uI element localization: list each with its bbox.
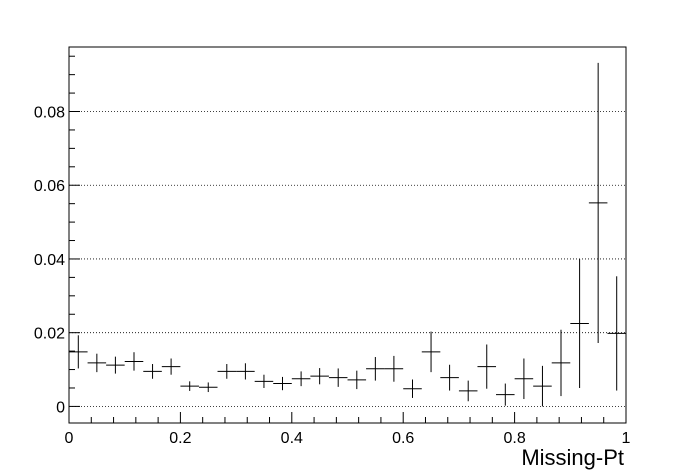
tick-labels: 0 0.02 0.04 0.06 0.08 0 0.2 0.4 0.6 0.8 1 bbox=[34, 105, 631, 447]
data-point-19 bbox=[421, 331, 441, 373]
data-point-18 bbox=[403, 379, 422, 398]
y-tick-label-1: 0.02 bbox=[34, 326, 65, 343]
data-points bbox=[69, 62, 626, 407]
data-point-6 bbox=[180, 381, 199, 391]
data-point-22 bbox=[477, 344, 497, 389]
y-tick-label-4: 0.08 bbox=[34, 105, 65, 122]
y-tick-label-2: 0.04 bbox=[34, 252, 65, 269]
data-point-28 bbox=[588, 62, 608, 344]
data-point-1 bbox=[87, 353, 107, 373]
data-point-20 bbox=[440, 364, 459, 391]
data-point-24 bbox=[514, 358, 534, 400]
x-tick-label-4: 0.8 bbox=[503, 430, 525, 447]
data-point-7 bbox=[198, 382, 218, 393]
data-point-4 bbox=[143, 364, 162, 379]
y-tick-label-0: 0 bbox=[56, 399, 65, 416]
data-point-23 bbox=[496, 383, 515, 406]
axis-ticks bbox=[68, 55, 627, 423]
data-point-15 bbox=[347, 370, 367, 390]
data-point-10 bbox=[254, 374, 274, 388]
data-point-25 bbox=[533, 365, 552, 407]
y-tick-label-3: 0.06 bbox=[34, 178, 65, 195]
data-point-29 bbox=[607, 276, 626, 391]
data-point-2 bbox=[106, 356, 125, 374]
data-point-9 bbox=[236, 363, 255, 380]
plot-frame bbox=[68, 46, 627, 424]
data-point-27 bbox=[570, 258, 589, 388]
data-point-26 bbox=[551, 329, 571, 397]
x-tick-label-0: 0 bbox=[65, 430, 74, 447]
x-tick-label-5: 1 bbox=[622, 430, 631, 447]
data-point-16 bbox=[366, 357, 385, 381]
data-point-3 bbox=[124, 352, 144, 371]
x-tick-label-1: 0.2 bbox=[169, 430, 191, 447]
data-point-17 bbox=[384, 355, 404, 382]
data-point-8 bbox=[217, 364, 237, 379]
data-point-14 bbox=[328, 368, 348, 387]
data-point-12 bbox=[291, 371, 311, 387]
data-point-13 bbox=[310, 368, 329, 385]
x-tick-label-3: 0.6 bbox=[392, 430, 414, 447]
data-point-0 bbox=[69, 335, 88, 369]
data-point-21 bbox=[458, 380, 478, 402]
x-tick-label-2: 0.4 bbox=[281, 430, 303, 447]
data-point-5 bbox=[161, 358, 181, 375]
x-axis-title: Missing-Pt bbox=[521, 445, 624, 470]
data-point-11 bbox=[273, 376, 292, 391]
